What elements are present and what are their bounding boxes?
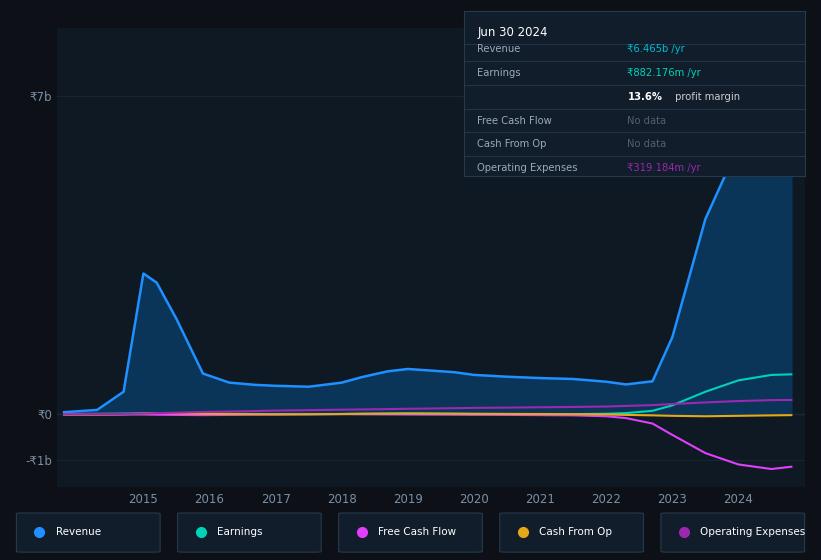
- Text: 13.6%: 13.6%: [627, 92, 663, 102]
- Text: Free Cash Flow: Free Cash Flow: [478, 115, 553, 125]
- Text: No data: No data: [627, 139, 667, 150]
- Text: Revenue: Revenue: [56, 527, 101, 537]
- Text: No data: No data: [627, 115, 667, 125]
- Text: Revenue: Revenue: [478, 44, 521, 54]
- FancyBboxPatch shape: [661, 513, 805, 552]
- Text: Cash From Op: Cash From Op: [478, 139, 547, 150]
- FancyBboxPatch shape: [500, 513, 644, 552]
- Text: Earnings: Earnings: [478, 68, 521, 78]
- Text: Free Cash Flow: Free Cash Flow: [378, 527, 456, 537]
- Text: Operating Expenses: Operating Expenses: [478, 163, 578, 173]
- Text: ₹6.465b /yr: ₹6.465b /yr: [627, 44, 686, 54]
- Text: Operating Expenses: Operating Expenses: [700, 527, 805, 537]
- Text: Earnings: Earnings: [217, 527, 263, 537]
- Text: profit margin: profit margin: [672, 92, 740, 102]
- Text: ₹319.184m /yr: ₹319.184m /yr: [627, 163, 701, 173]
- Text: Cash From Op: Cash From Op: [539, 527, 612, 537]
- FancyBboxPatch shape: [177, 513, 321, 552]
- FancyBboxPatch shape: [16, 513, 160, 552]
- FancyBboxPatch shape: [338, 513, 482, 552]
- Text: Jun 30 2024: Jun 30 2024: [478, 26, 548, 39]
- Text: ₹882.176m /yr: ₹882.176m /yr: [627, 68, 701, 78]
